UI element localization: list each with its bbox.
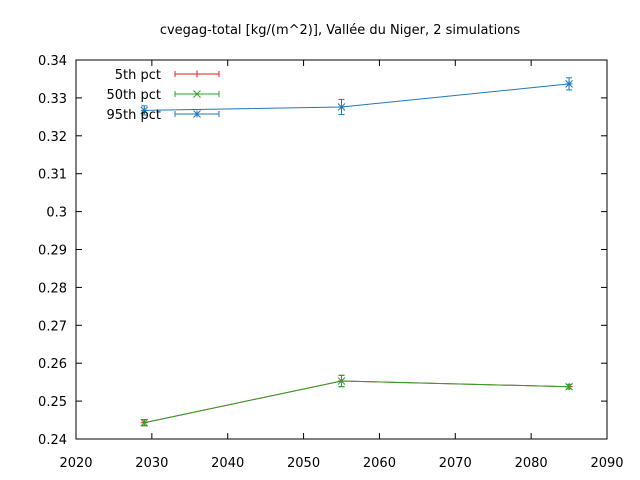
- y-tick-label: 0.25: [38, 395, 67, 410]
- series-5th-pct: [140, 374, 573, 427]
- legend-label: 95th pct: [106, 108, 161, 123]
- legend-item: 95th pct: [106, 108, 220, 123]
- y-tick-label: 0.31: [38, 168, 67, 183]
- legend-label: 50th pct: [106, 88, 161, 103]
- x-tick-label: 2020: [59, 456, 92, 471]
- y-tick-label: 0.27: [38, 319, 67, 334]
- y-tick-label: 0.29: [38, 244, 67, 259]
- series-50th-pct: [140, 374, 573, 427]
- marker-stroke: [193, 90, 201, 98]
- x-tick-label: 2090: [590, 456, 623, 471]
- x-tick-label: 2080: [515, 456, 548, 471]
- data-point: [337, 377, 346, 385]
- series-layer: [140, 77, 573, 427]
- y-axis: 0.24 0.25 0.26 0.27 0.28 0.29 0.3 0.31 0.32 0.33 0…: [38, 54, 607, 448]
- data-point: [565, 382, 573, 391]
- marker-stroke: [565, 382, 573, 391]
- series-line: [144, 83, 570, 111]
- y-tick-label: 0.33: [38, 92, 67, 107]
- legend-item: 5th pct: [115, 68, 220, 83]
- x-tick-label: 2030: [135, 456, 168, 471]
- legend-marker: [193, 90, 201, 98]
- y-tick-label: 0.28: [38, 281, 67, 296]
- marker-stroke: [337, 103, 346, 111]
- marker-stroke: [337, 377, 346, 385]
- marker-stroke: [140, 418, 149, 427]
- data-point: [140, 106, 149, 115]
- series-line: [144, 380, 570, 424]
- series-95th-pct: [140, 77, 573, 116]
- legend-marker: [193, 70, 201, 78]
- y-tick-label: 0.34: [38, 54, 67, 69]
- x-axis: 2020 2030 2040 2050 2060 2070 2080 2090: [59, 60, 624, 471]
- y-tick-label: 0.3: [46, 206, 67, 221]
- y-tick-label: 0.32: [38, 130, 67, 145]
- x-tick-label: 2050: [287, 456, 320, 471]
- legend: 5th pct 50th pct 95th pct: [106, 68, 220, 123]
- data-point: [140, 418, 149, 427]
- legend-marker: [193, 110, 201, 118]
- marker-stroke: [140, 106, 149, 115]
- data-point: [337, 103, 346, 111]
- x-tick-label: 2040: [211, 456, 244, 471]
- y-tick-label: 0.24: [38, 433, 67, 448]
- chart-title: cvegag-total [kg/(m^2)], Vallée du Niger…: [160, 23, 521, 38]
- legend-label: 5th pct: [115, 68, 161, 83]
- y-tick-label: 0.26: [38, 357, 67, 372]
- legend-item: 50th pct: [106, 88, 220, 103]
- marker-stroke: [193, 110, 201, 118]
- x-tick-label: 2060: [363, 456, 396, 471]
- data-point: [565, 80, 573, 88]
- marker-stroke: [565, 80, 573, 88]
- x-tick-label: 2070: [439, 456, 472, 471]
- series-line: [144, 380, 570, 424]
